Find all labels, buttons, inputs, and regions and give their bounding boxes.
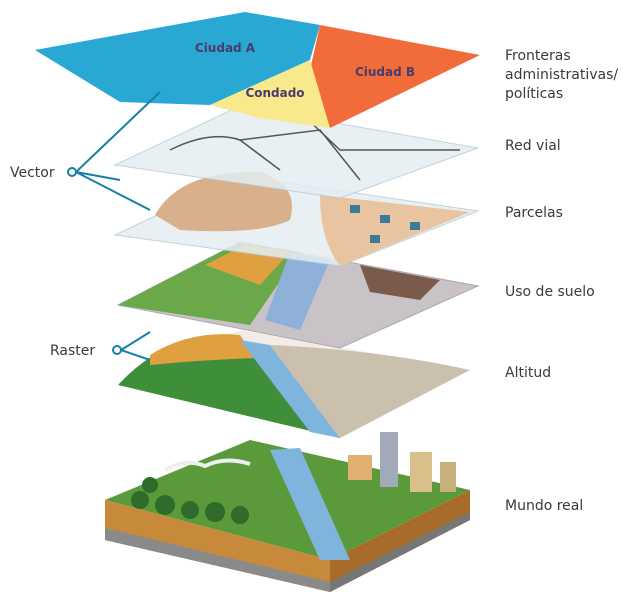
region-label: Condado xyxy=(245,86,304,100)
layer-label: Fronteras xyxy=(505,48,571,64)
boundaries-layer: Ciudad A Condado Ciudad B xyxy=(35,12,480,128)
region-label: Ciudad A xyxy=(195,41,256,55)
layer-label: Parcelas xyxy=(505,205,563,221)
group-connectors xyxy=(67,91,161,361)
group-label: Raster xyxy=(50,343,95,359)
layer-label: Altitud xyxy=(505,365,551,381)
parcels-layer xyxy=(113,171,480,267)
group-label: Vector xyxy=(10,165,55,181)
altitude-layer xyxy=(118,330,470,438)
layer-label: políticas xyxy=(505,86,563,102)
layer-label: Red vial xyxy=(505,138,561,154)
layer-label: Uso de suelo xyxy=(505,284,595,300)
road-network-layer xyxy=(113,105,480,199)
region-label: Ciudad B xyxy=(355,65,415,79)
layer-label: administrativas/ xyxy=(505,67,618,83)
land-use-layer xyxy=(116,241,480,349)
real-world-block xyxy=(105,432,470,592)
layer-label: Mundo real xyxy=(505,498,583,514)
layer-labels: Fronteras administrativas/políticas Red vi… xyxy=(505,48,618,514)
